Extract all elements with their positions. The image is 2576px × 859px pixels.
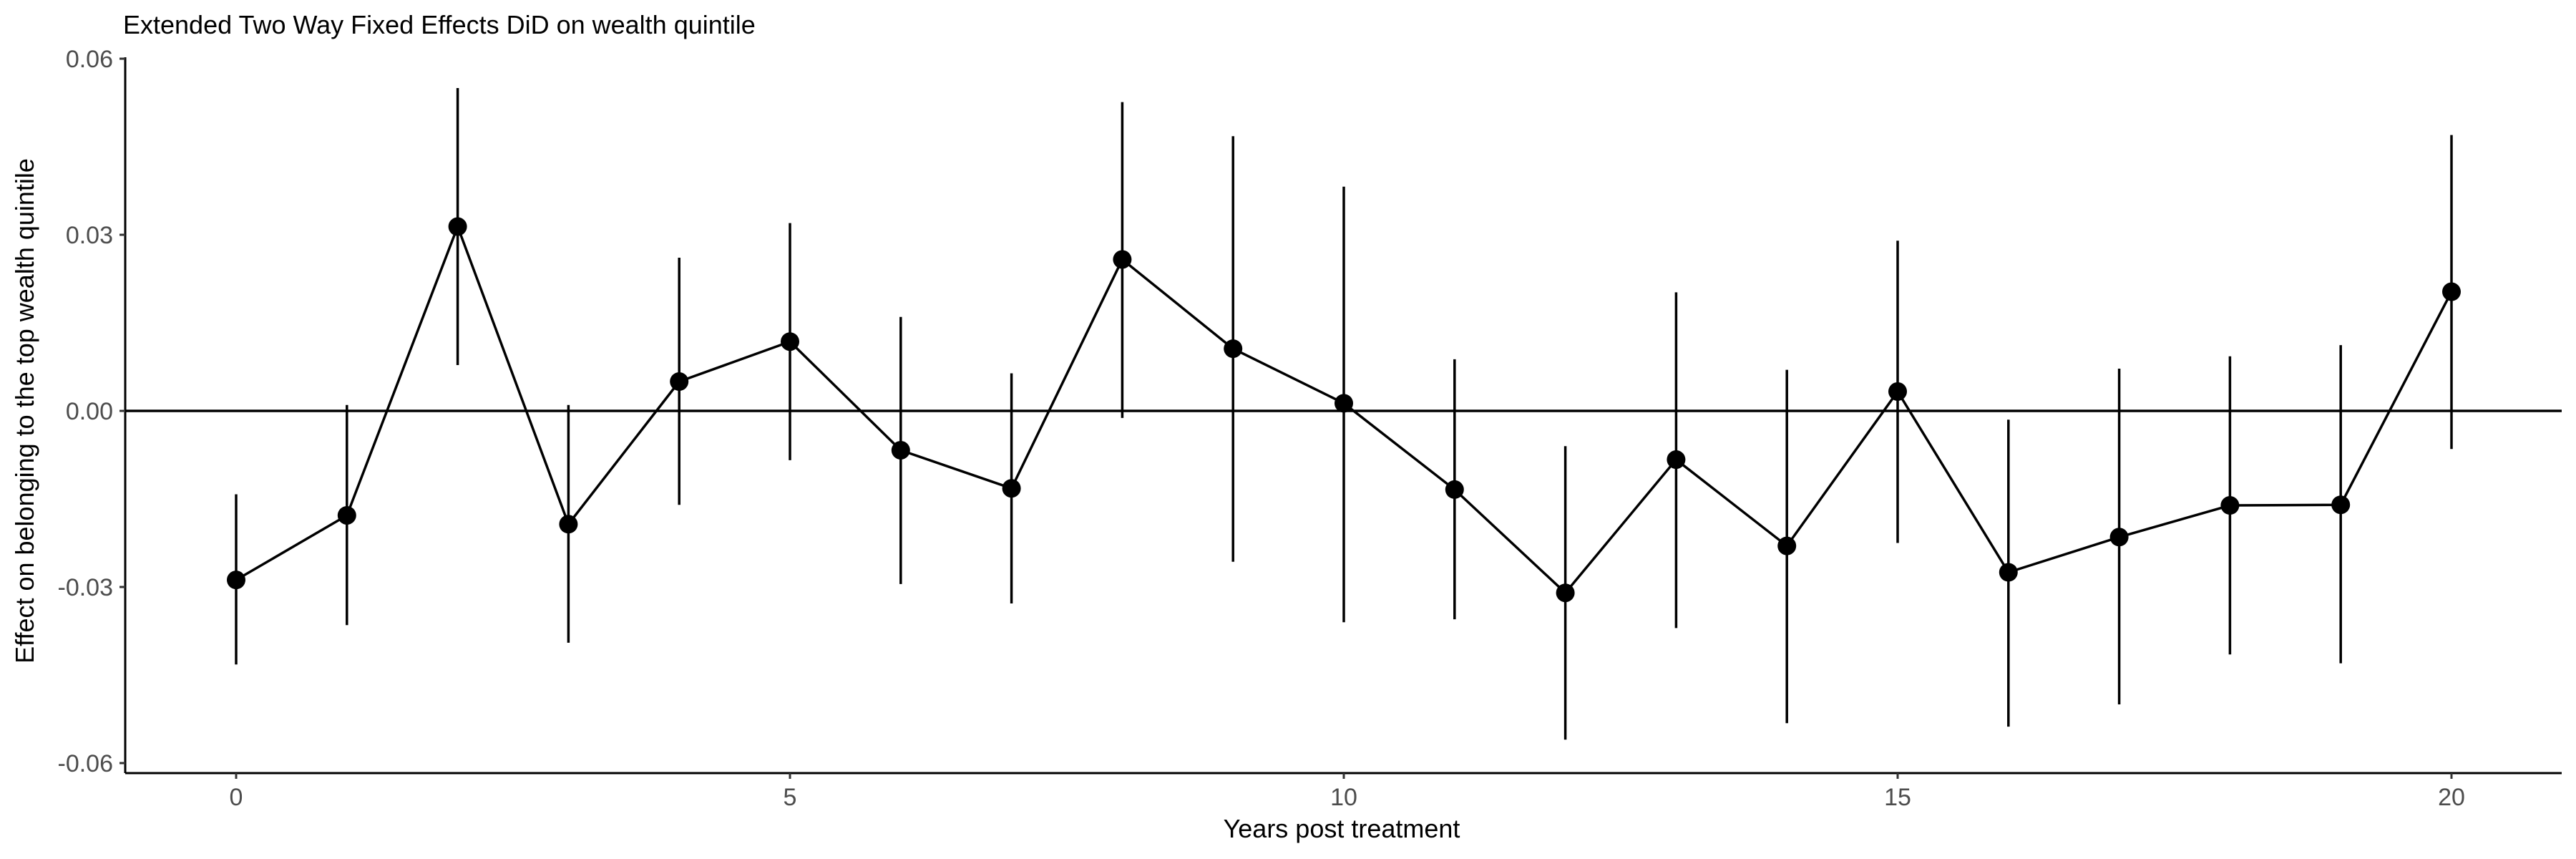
data-point xyxy=(891,440,910,460)
x-axis-label: Years post treatment xyxy=(1224,814,1460,843)
data-point xyxy=(1999,563,2018,582)
x-tick-label: 5 xyxy=(784,784,797,811)
x-tick-label: 0 xyxy=(230,784,243,811)
data-point xyxy=(1002,479,1021,498)
y-axis-label: Effect on belonging to the top wealth qu… xyxy=(10,158,39,664)
x-tick-label: 15 xyxy=(1884,784,1911,811)
data-point xyxy=(2442,282,2461,301)
y-tick-label: 0.03 xyxy=(66,222,113,249)
data-point xyxy=(1667,450,1686,470)
y-tick-label: 0.00 xyxy=(66,398,113,425)
plot-area: -0.06 -0.03 0.00 0.03 0.06 0 5 10 15 20 xyxy=(58,46,2562,811)
data-point xyxy=(1888,382,1907,401)
data-point xyxy=(1335,394,1353,413)
data-point xyxy=(670,372,689,391)
data-point xyxy=(1224,339,1243,359)
y-tick-label: 0.06 xyxy=(66,46,113,73)
data-point xyxy=(2220,496,2240,515)
chart-title: Extended Two Way Fixed Effects DiD on we… xyxy=(123,10,756,39)
data-point xyxy=(781,332,799,351)
y-tick-label: -0.03 xyxy=(58,574,114,601)
data-point xyxy=(337,505,356,525)
data-point xyxy=(2331,495,2351,515)
x-tick-label: 20 xyxy=(2438,784,2465,811)
data-point xyxy=(1445,480,1464,499)
data-point xyxy=(448,217,467,236)
y-tick-label: -0.06 xyxy=(58,750,114,777)
data-point xyxy=(1777,536,1797,555)
data-point xyxy=(2109,528,2129,547)
data-point xyxy=(227,571,245,590)
x-tick-label: 10 xyxy=(1330,784,1357,811)
data-point xyxy=(1556,583,1575,603)
data-point xyxy=(1113,250,1132,269)
data-point xyxy=(559,515,578,534)
